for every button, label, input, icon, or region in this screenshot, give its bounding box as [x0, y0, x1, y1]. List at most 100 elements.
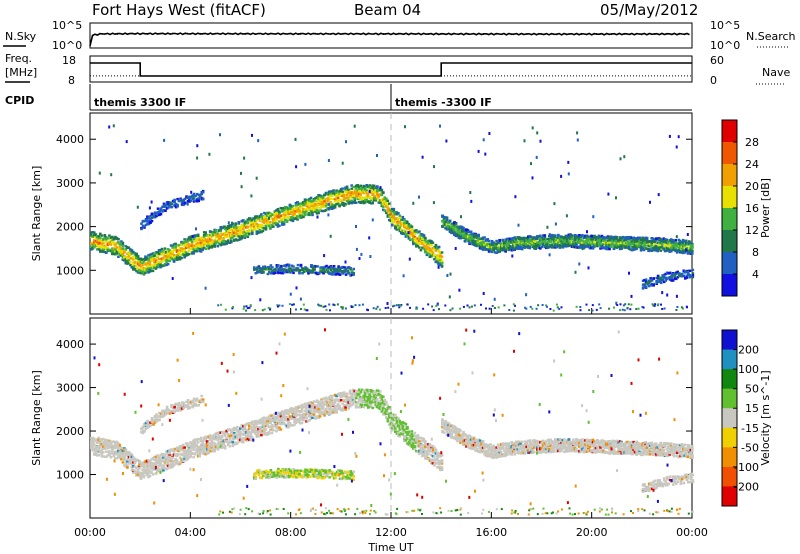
echo-cell	[369, 185, 373, 189]
echo-cell	[167, 201, 170, 204]
echo-cell	[431, 254, 435, 257]
echo-cell	[187, 239, 191, 242]
echo-cell	[237, 221, 241, 224]
echo-cell	[368, 184, 371, 187]
echo-cell	[517, 223, 520, 227]
echo-cell	[315, 199, 319, 202]
echo-cell	[632, 248, 635, 251]
echo-cell	[620, 241, 623, 244]
echo-cell	[324, 209, 328, 212]
echo-cell	[582, 236, 586, 240]
echo-cell	[519, 243, 522, 247]
echo-cell	[662, 248, 665, 251]
echo-cell	[176, 203, 179, 207]
echo-cell	[330, 207, 334, 210]
echo-cell	[317, 197, 320, 200]
echo-cell	[502, 241, 506, 244]
echo-cell	[132, 256, 135, 259]
echo-cell	[508, 247, 512, 250]
echo-cell	[493, 251, 497, 254]
echo-cell	[359, 187, 362, 190]
echo-cell	[352, 305, 355, 308]
echo-cell	[462, 230, 465, 233]
echo-cell	[254, 223, 257, 226]
echo-cell	[615, 196, 617, 200]
echo-cell	[273, 213, 277, 216]
echo-cell	[433, 258, 436, 261]
echo-cell	[290, 268, 294, 271]
echo-cell	[501, 238, 504, 242]
echo-cell	[392, 207, 396, 211]
echo-cell	[228, 229, 232, 232]
echo-cell	[374, 186, 377, 189]
echo-cell	[266, 213, 269, 216]
echo-cell	[486, 248, 489, 251]
echo-cell	[325, 268, 328, 271]
echo-cell	[336, 201, 340, 204]
echo-cell	[516, 243, 519, 247]
echo-cell	[536, 244, 539, 248]
echo-cell	[144, 267, 147, 270]
echo-cell	[249, 222, 253, 225]
echo-cell	[407, 235, 411, 239]
echo-cell	[353, 201, 356, 204]
echo-cell	[234, 238, 238, 241]
velocity-ylabel: Slant Range [km]	[30, 370, 43, 466]
echo-cell	[144, 271, 147, 274]
echo-cell	[444, 216, 447, 219]
echo-cell	[530, 242, 533, 245]
velocity-ytick-label: 3000	[56, 382, 84, 395]
echo-cell	[147, 271, 150, 274]
echo-cell	[685, 239, 688, 242]
echo-cell	[91, 442, 95, 445]
echo-cell	[192, 192, 196, 196]
echo-cell	[136, 473, 140, 476]
echo-cell	[630, 242, 634, 246]
echo-cell	[129, 455, 132, 458]
echo-cell	[272, 213, 275, 217]
echo-cell	[310, 270, 313, 273]
echo-cell	[424, 241, 427, 245]
echo-cell	[182, 200, 185, 203]
echo-cell	[93, 447, 96, 451]
echo-cell	[233, 224, 236, 227]
echo-cell	[440, 255, 444, 258]
echo-cell	[243, 156, 246, 160]
echo-cell	[609, 244, 613, 248]
echo-cell	[332, 197, 335, 201]
echo-cell	[427, 303, 430, 306]
power-ytick-label: 2000	[56, 221, 84, 234]
echo-cell	[280, 264, 283, 268]
echo-cell	[471, 235, 474, 238]
echo-cell	[620, 244, 623, 248]
echo-cell	[445, 219, 449, 222]
echo-cell	[458, 288, 461, 292]
echo-cell	[99, 250, 102, 253]
echo-cell	[599, 236, 602, 239]
echo-cell	[669, 246, 673, 250]
echo-cell	[111, 445, 114, 448]
echo-cell	[117, 455, 120, 458]
echo-cell	[217, 242, 221, 245]
echo-cell	[188, 199, 190, 203]
echo-cell	[523, 236, 527, 240]
echo-cell	[158, 210, 161, 213]
echo-cell	[564, 245, 568, 248]
echo-cell	[445, 223, 449, 226]
echo-cell	[388, 213, 391, 217]
frequency-series	[90, 62, 692, 77]
echo-cell	[453, 223, 456, 227]
echo-cell	[273, 220, 277, 224]
echo-cell	[602, 243, 605, 246]
echo-cell	[445, 139, 448, 143]
echo-cell	[302, 267, 306, 271]
echo-cell	[329, 201, 332, 204]
echo-cell	[653, 245, 656, 248]
echo-cell	[362, 191, 365, 195]
echo-cell	[174, 246, 177, 250]
echo-cell	[154, 460, 158, 463]
echo-cell	[159, 208, 163, 211]
echo-cell	[302, 201, 305, 204]
echo-cell	[386, 214, 390, 217]
echo-cell	[454, 222, 458, 226]
